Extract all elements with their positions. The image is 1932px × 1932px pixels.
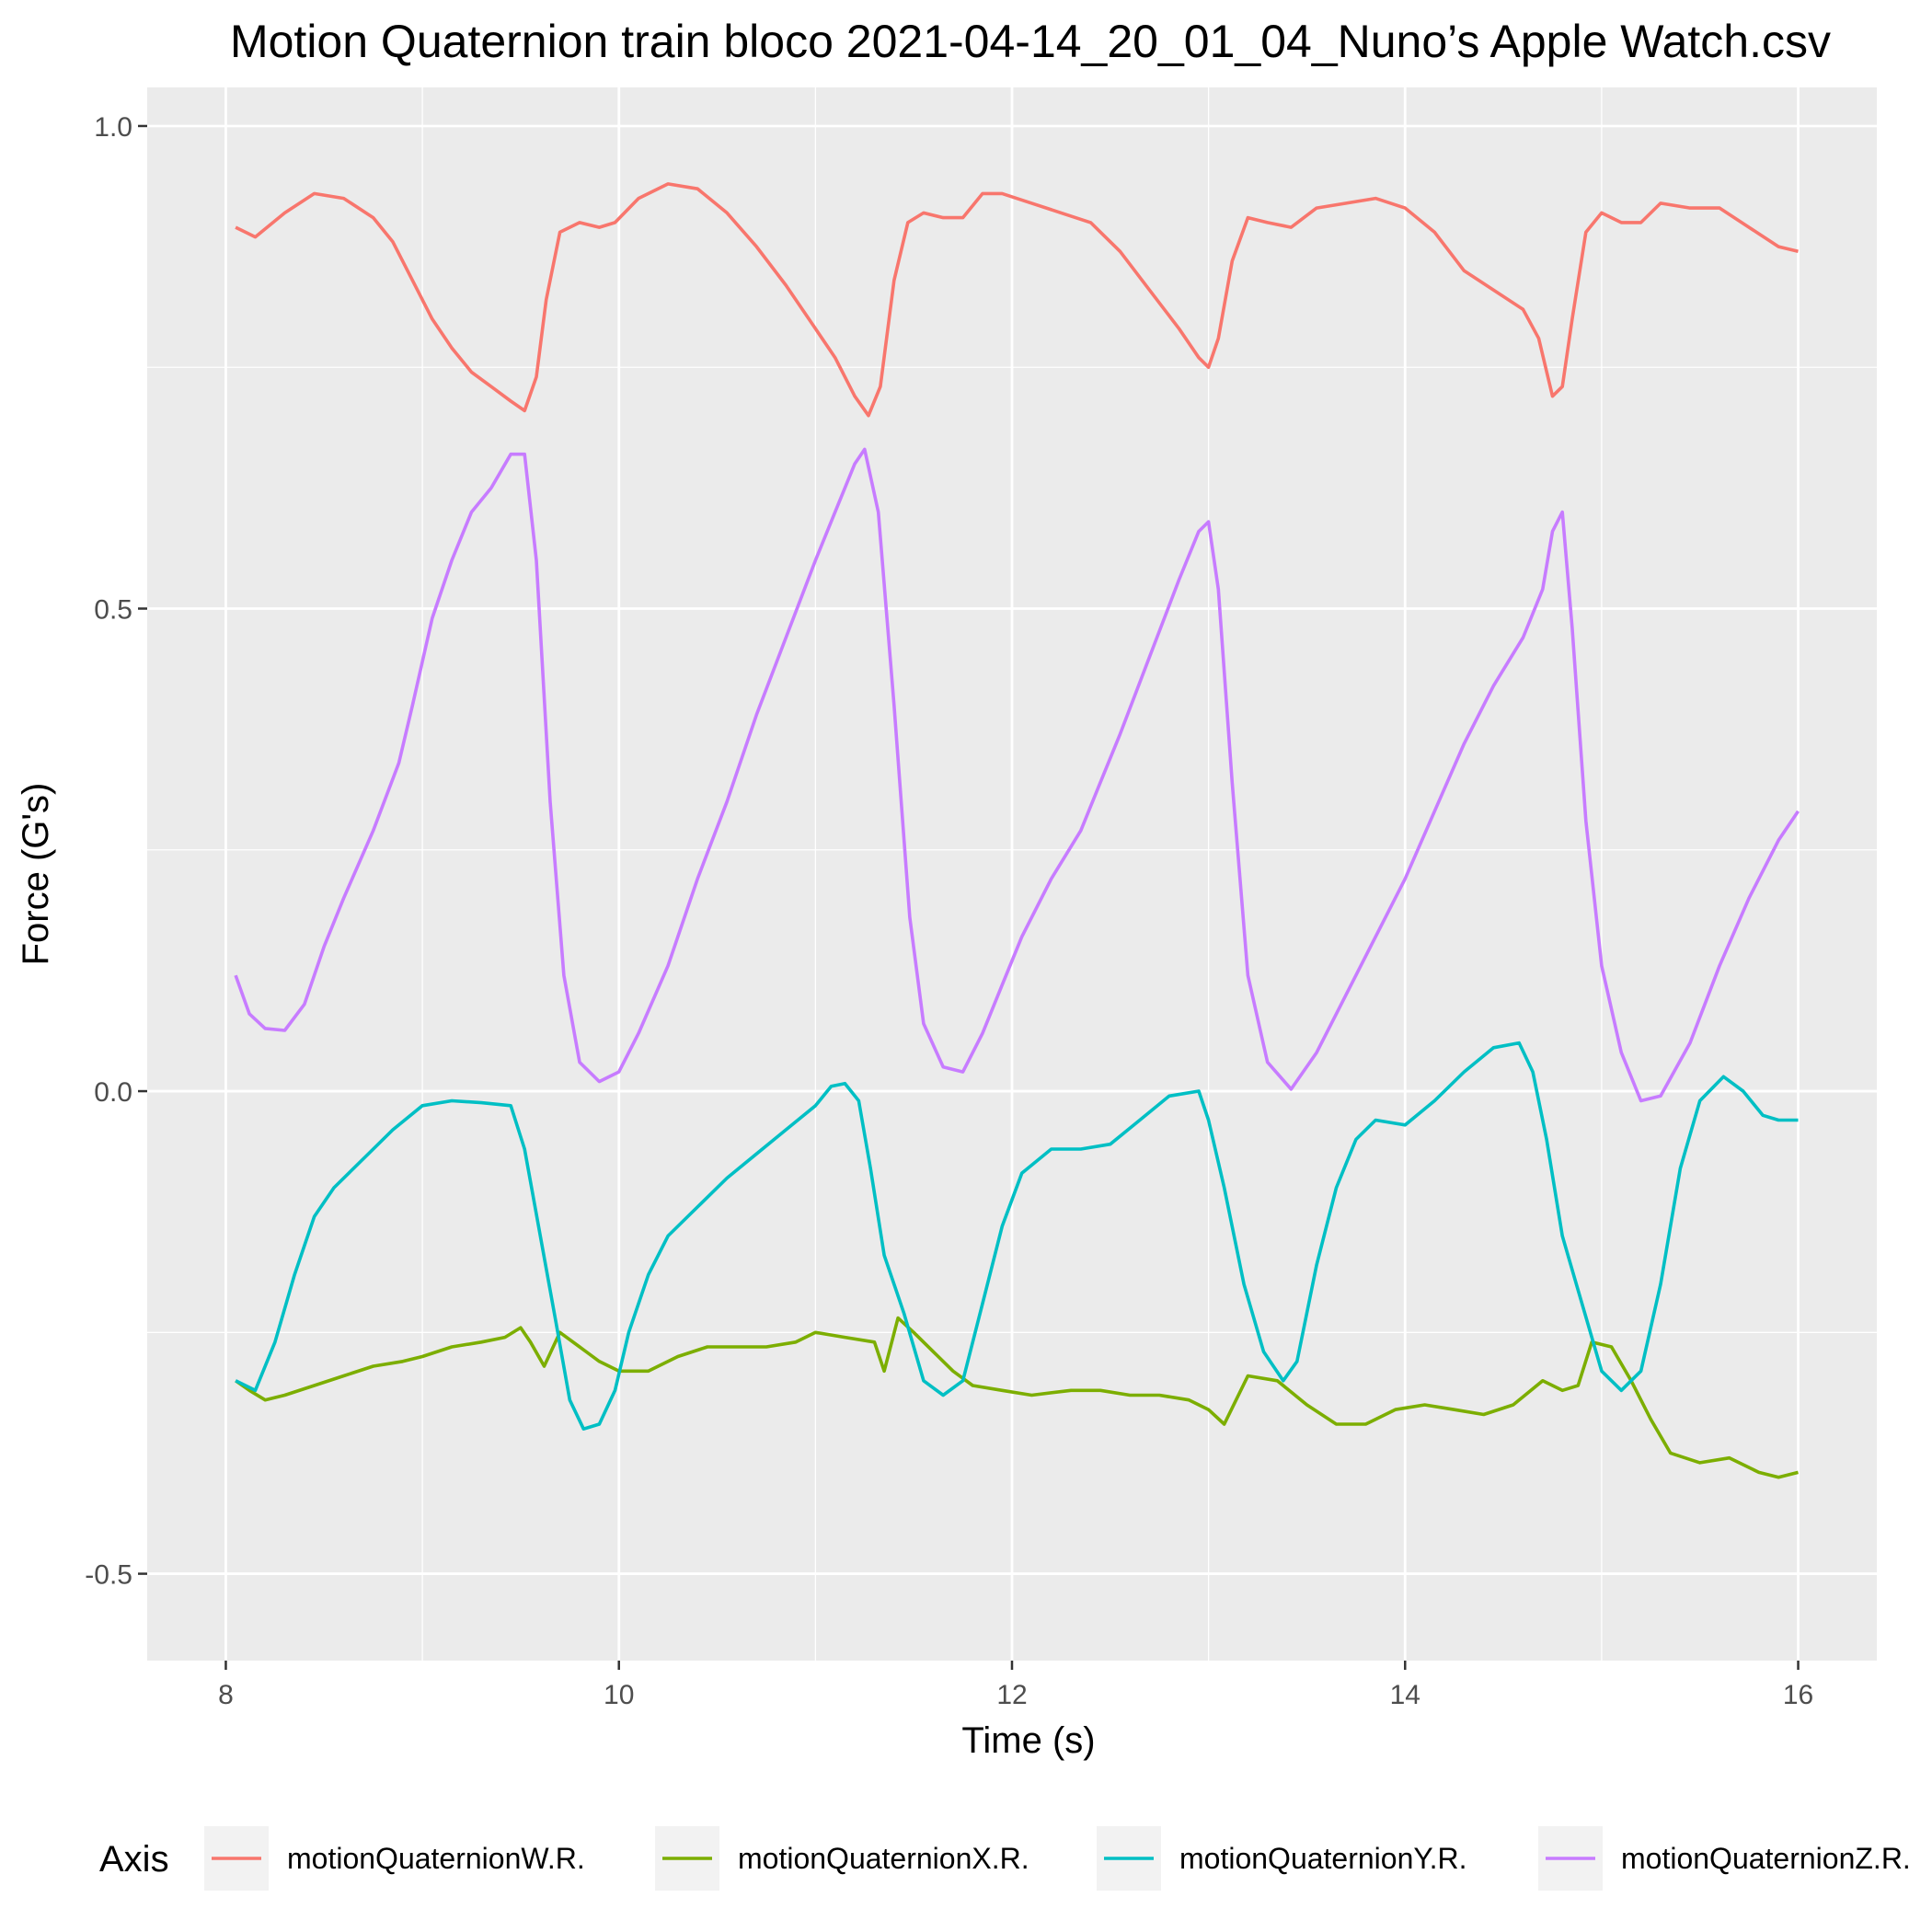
legend-label: motionQuaternionW.R. bbox=[287, 1842, 585, 1875]
series-line-3 bbox=[235, 1041, 1799, 1431]
grid-lines bbox=[147, 87, 1877, 1661]
legend-title: Axis bbox=[99, 1839, 169, 1880]
x-tick-label: 8 bbox=[218, 1680, 234, 1710]
y-axis-title: Force (G's) bbox=[16, 783, 56, 966]
series-line-1 bbox=[235, 182, 1799, 418]
y-tick-label: -0.5 bbox=[85, 1560, 132, 1591]
x-tick-label: 14 bbox=[1390, 1680, 1420, 1710]
x-axis-title: Time (s) bbox=[961, 1720, 1095, 1761]
x-tick-label: 10 bbox=[604, 1680, 634, 1710]
x-tick-label: 12 bbox=[996, 1680, 1027, 1710]
legend: Axis motionQuaternionW.R. motionQuaternio… bbox=[99, 1826, 1911, 1891]
legend-label: motionQuaternionY.R. bbox=[1179, 1842, 1466, 1875]
series-layer bbox=[234, 182, 1800, 1479]
series-line-4 bbox=[234, 447, 1800, 1103]
x-tick-label: 16 bbox=[1783, 1680, 1813, 1710]
y-tick-label: 0.5 bbox=[94, 595, 132, 626]
y-tick-label: 0.0 bbox=[94, 1077, 132, 1108]
chart-title: Motion Quaternion train bloco 2021-04-14… bbox=[230, 16, 1831, 67]
legend-label: motionQuaternionX.R. bbox=[738, 1842, 1029, 1875]
y-tick-label: 1.0 bbox=[94, 112, 132, 143]
legend-label: motionQuaternionZ.R. bbox=[1621, 1842, 1911, 1875]
axes: 8 10 12 14 16 -0.5 0.0 0.5 1.0 bbox=[85, 112, 1813, 1710]
